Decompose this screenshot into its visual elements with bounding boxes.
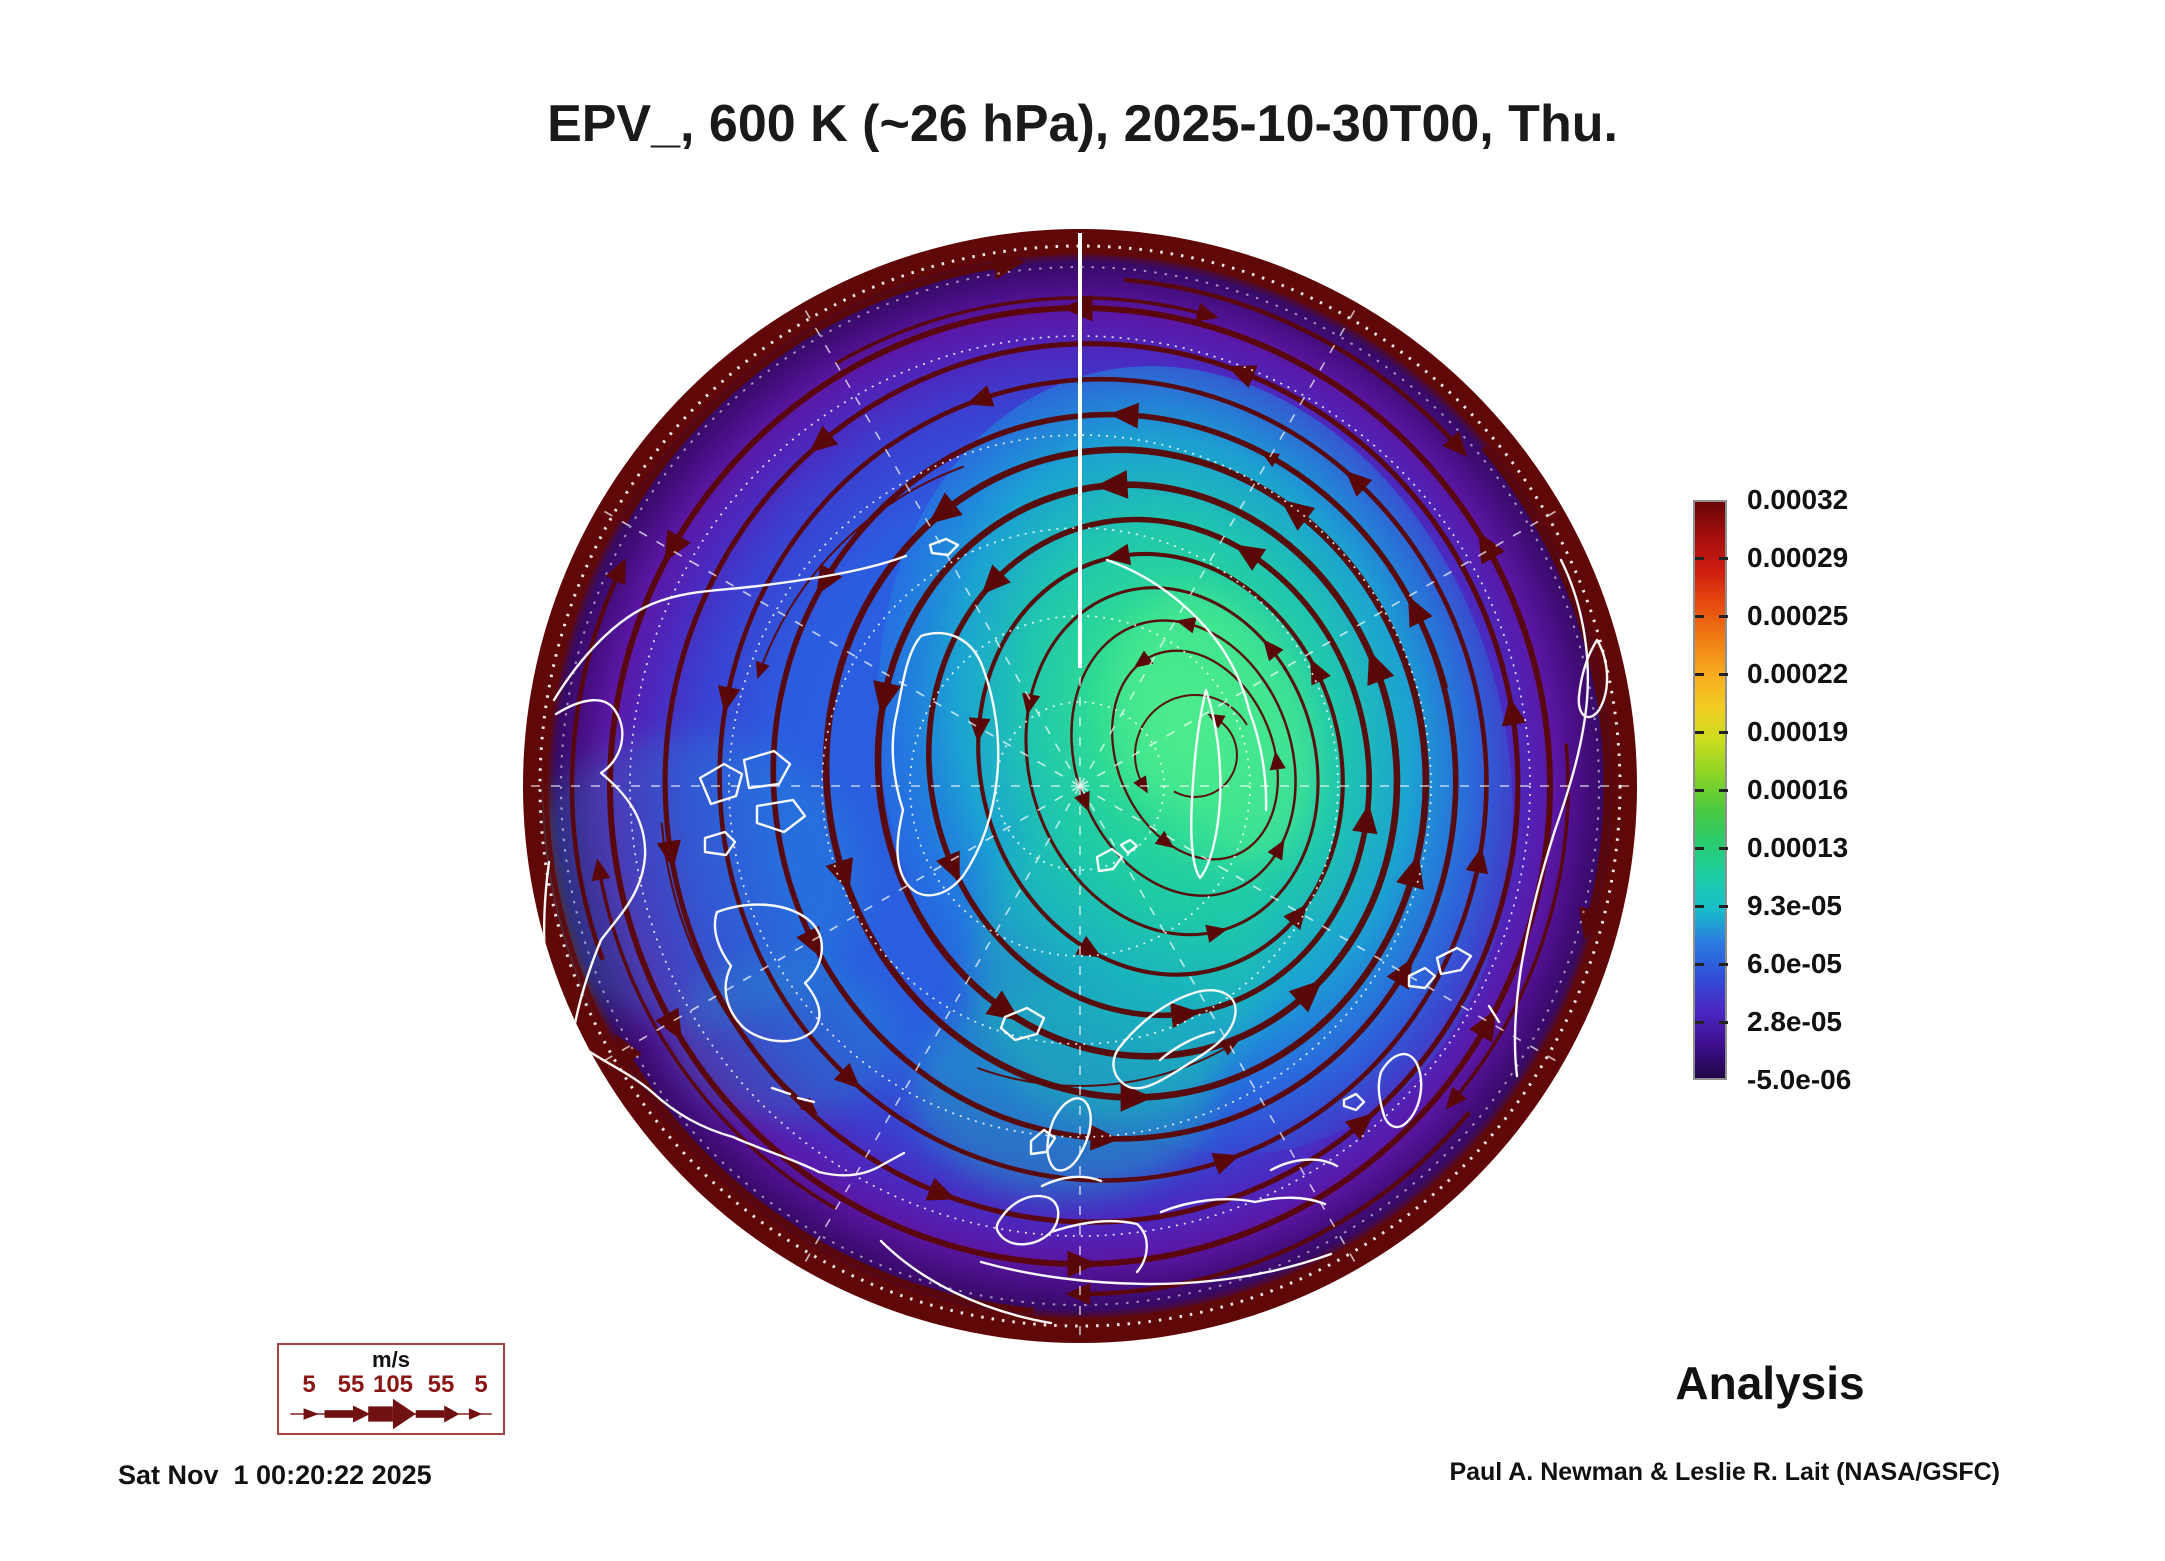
coast-svalbard — [1095, 838, 1139, 873]
coast-italy — [1049, 1219, 1148, 1274]
colorbar-tick-label: 0.00019 — [1747, 716, 1849, 747]
colorbar-tick-label: 2.8e-05 — [1747, 1006, 1842, 1037]
coast-north-africa — [979, 1252, 1333, 1286]
coast-channel — [1040, 1175, 1103, 1188]
colorbar-tick-label: 0.00025 — [1747, 600, 1849, 631]
wind-unit-label: m/s — [372, 1347, 410, 1372]
colorbar-tick — [1719, 789, 1728, 792]
coast-namerica-east — [817, 1151, 906, 1177]
colorbar-tick — [1695, 963, 1704, 966]
coast-kamchatka — [1577, 638, 1609, 719]
coast-ireland — [1029, 1128, 1057, 1156]
coast-hudson-bay — [713, 903, 824, 1043]
colorbar-tick-label: 9.3e-05 — [1747, 890, 1842, 921]
wind-speed-label: 5 — [302, 1371, 316, 1398]
wind-streamlines — [569, 252, 1611, 1315]
colorbar-tick-label: 0.00016 — [1747, 774, 1849, 805]
colorbar-tick — [1719, 731, 1728, 734]
coast-scandinavia — [1112, 989, 1237, 1090]
wind-speed-label: 55 — [427, 1371, 455, 1398]
coast-wrangel-island — [928, 537, 960, 557]
coast-baltic — [1158, 1030, 1216, 1062]
coast-korea — [1487, 1004, 1501, 1024]
colorbar-tick — [1695, 905, 1704, 908]
credit-label: Paul A. Newman & Leslie R. Lait (NASA/GS… — [1449, 1458, 2000, 1486]
coast-siberia-chukotka — [552, 554, 908, 702]
coast-novaya-zemlya — [1190, 688, 1222, 880]
coastlines — [542, 537, 1609, 1325]
wind-speed-label: 105 — [372, 1371, 414, 1398]
wind-speed-label: 55 — [337, 1371, 365, 1398]
coast-britain — [1046, 1097, 1092, 1172]
coast-great-lakes — [770, 1086, 816, 1104]
colorbar-tick — [1695, 615, 1704, 618]
wind-arrow-segments — [303, 1398, 483, 1430]
coast-kara — [1105, 558, 1268, 812]
coast-nw-africa-rim — [879, 1239, 1053, 1325]
colorbar-tick — [1719, 1021, 1728, 1024]
colorbar-tick-label: 0.00022 — [1747, 658, 1849, 689]
figure-title: EPV_, 600 K (~26 hPa), 2025-10-30T00, Th… — [547, 95, 1618, 153]
colorbar-tick-label: 0.00032 — [1747, 484, 1849, 515]
coast-iceland — [999, 1006, 1046, 1042]
colorbar-tick-label: -5.0e-06 — [1747, 1064, 1852, 1095]
colorbar-tick — [1695, 847, 1704, 850]
coast-alaska — [554, 698, 647, 1042]
colorbar-tick — [1719, 847, 1728, 850]
colorbar-tick-label: 0.00029 — [1747, 542, 1849, 573]
timestamp-label: Sat Nov 1 00:20:22 2025 — [118, 1460, 432, 1490]
colorbar-tick — [1719, 905, 1728, 908]
colorbar-tick — [1719, 615, 1728, 618]
wind-speed-legend: m/s 5 55 105 55 5 — [277, 1343, 505, 1435]
coast-aral — [1342, 1092, 1366, 1112]
wind-speed-label: 5 — [474, 1371, 488, 1398]
colorbar-tick — [1695, 557, 1704, 560]
coast-balkans-anatolia — [1159, 1196, 1327, 1214]
analysis-label: Analysis — [1675, 1357, 1865, 1409]
coast-namerica-west — [570, 1038, 821, 1174]
colorbar-tick-label: 6.0e-05 — [1747, 948, 1842, 979]
colorbar-tick — [1719, 963, 1728, 966]
coast-arctic-island-3 — [755, 798, 807, 834]
colorbar-tick — [1719, 557, 1728, 560]
colorbar-tick — [1695, 1021, 1704, 1024]
colorbar-tick — [1695, 731, 1704, 734]
coast-arctic-island-4 — [703, 830, 737, 857]
coast-greenland — [891, 631, 1000, 897]
colorbar-tick — [1695, 789, 1704, 792]
colorbar-tick-label: 0.00013 — [1747, 832, 1849, 863]
colorbar-tick — [1719, 673, 1728, 676]
colorbar-tick — [1695, 673, 1704, 676]
coast-east-asia — [1513, 558, 1590, 1078]
coast-black-sea — [1269, 1158, 1339, 1172]
coast-arctic-island-2 — [742, 749, 792, 790]
coast-arctic-island-1 — [698, 762, 744, 806]
wind-arrow-graphic — [290, 1398, 492, 1430]
coast-caspian — [1377, 1053, 1423, 1129]
coast-japan — [1407, 946, 1473, 990]
